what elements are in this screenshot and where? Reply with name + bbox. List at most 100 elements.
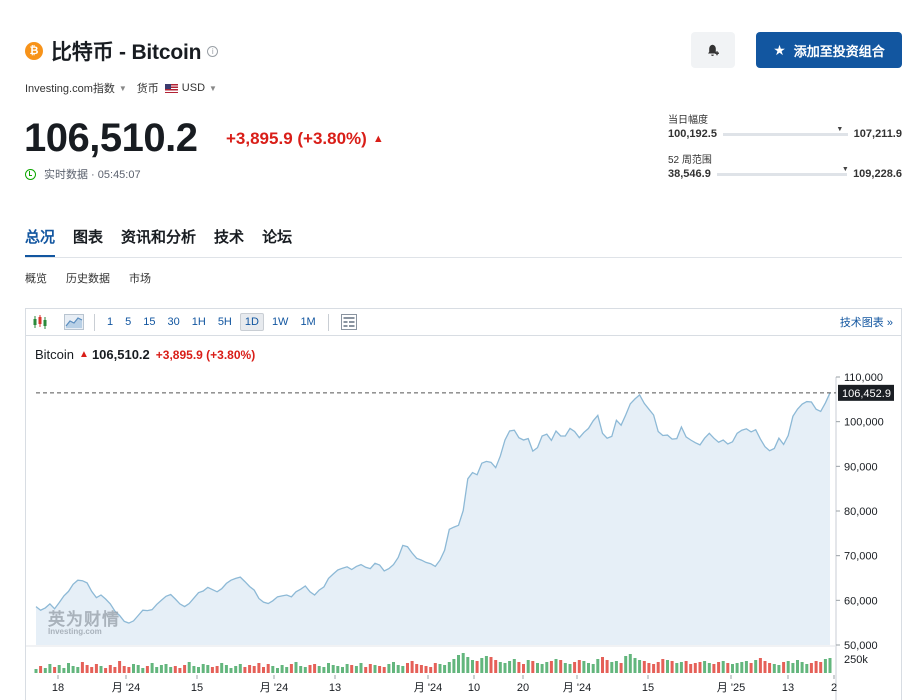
price-line: [35, 392, 831, 624]
tab-overview[interactable]: 总况: [25, 226, 56, 258]
volume-bar: [262, 667, 265, 673]
week52-range-bar: ▼: [716, 166, 849, 176]
interval-1m[interactable]: 1M: [300, 316, 316, 328]
volume-bar: [39, 666, 43, 673]
subtab-overview[interactable]: 概览: [25, 273, 47, 285]
price-alert-button[interactable]: [691, 32, 735, 68]
chevron-down-icon[interactable]: ▼: [118, 83, 127, 93]
volume-bar: [406, 663, 409, 673]
volume-bar: [819, 662, 823, 673]
volume-bar: [359, 663, 363, 673]
subtab-historical-data[interactable]: 历史数据: [66, 273, 110, 285]
volume-bar: [573, 662, 577, 673]
x-tick-label: 2: [831, 682, 837, 694]
week52-range-high: 109,228.6: [853, 168, 902, 180]
volume-bar: [373, 665, 377, 673]
currency-value[interactable]: USD: [181, 82, 206, 94]
y-tick-label: 110,000: [844, 372, 883, 384]
volume-bar: [582, 661, 586, 673]
volume-axis-label: 250k: [844, 654, 868, 666]
volume-bar: [206, 665, 210, 673]
volume-bar: [591, 664, 595, 673]
day-range-high: 107,211.9: [853, 128, 902, 140]
price-change: +3,895.9 (+3.80%) ▲: [226, 129, 384, 149]
volume-bar: [666, 660, 669, 673]
tab-technical[interactable]: 技术: [214, 229, 245, 246]
chevron-down-icon[interactable]: ▼: [209, 83, 217, 93]
volume-bar: [731, 664, 734, 673]
volume-bar: [638, 660, 642, 673]
tab-news-analysis[interactable]: 资讯和分析: [121, 229, 197, 246]
volume-bar: [614, 661, 618, 673]
volume-bar: [471, 660, 474, 673]
subtab-markets[interactable]: 市场: [129, 273, 151, 285]
volume-bar: [684, 661, 688, 673]
volume-bar: [740, 662, 744, 673]
clock-icon: [25, 168, 36, 180]
x-tick-label: 15: [642, 682, 654, 694]
x-tick-label: 15: [191, 682, 203, 694]
volume-bar: [559, 660, 563, 673]
volume-bar: [90, 667, 94, 673]
volume-bar: [619, 663, 623, 673]
interval-15[interactable]: 15: [143, 316, 156, 328]
volume-bar: [220, 663, 224, 673]
volume-bar: [545, 662, 549, 673]
price-chart[interactable]: 106,452.9 110,000 100,000 90,000 80,000 70,00…: [26, 309, 903, 700]
data-table-icon[interactable]: [335, 309, 363, 336]
volume-bar: [484, 656, 488, 673]
price-change-value: +3,895.9 (+3.80%): [226, 129, 367, 148]
volume-bar: [670, 661, 674, 673]
week52-range-label: 52 周范围: [668, 155, 712, 166]
add-to-portfolio-button[interactable]: ★ 添加至投资组合: [756, 32, 902, 68]
volume-bar: [317, 666, 321, 673]
day-range-marker-icon: ▼: [836, 125, 844, 133]
legend-change: +3,895.9 (+3.80%): [155, 347, 256, 362]
volume-bar: [350, 665, 354, 673]
volume-bar: [601, 657, 604, 673]
volume-bar: [480, 658, 484, 673]
interval-1d[interactable]: 1D: [239, 313, 264, 331]
interval-5[interactable]: 5: [125, 316, 132, 328]
volume-bar: [201, 664, 205, 673]
title-row: ₿ 比特币 - Bitcoin i: [25, 36, 219, 66]
tab-forum[interactable]: 论坛: [262, 229, 293, 246]
volume-bar: [438, 664, 442, 673]
volume-bar: [118, 661, 122, 673]
interval-1w[interactable]: 1W: [271, 316, 289, 328]
x-tick-label: 月 '24: [260, 682, 288, 694]
volume-bar: [80, 662, 84, 673]
volume-bar: [173, 666, 177, 673]
volume-bar: [313, 664, 317, 673]
volume-bar: [466, 657, 470, 673]
interval-30[interactable]: 30: [167, 316, 180, 328]
watermark-line1: 英为财情: [48, 610, 120, 629]
volume-bar: [447, 662, 451, 673]
volume-bar: [67, 663, 70, 673]
index-source-label[interactable]: Investing.com指数: [25, 83, 115, 95]
volume-bar: [517, 662, 521, 673]
volume-bar: [791, 663, 795, 673]
volume-bar: [772, 664, 776, 673]
info-icon[interactable]: i: [207, 45, 219, 57]
current-price-tag: [838, 384, 894, 401]
technical-chart-link[interactable]: 技术图表 »: [839, 317, 893, 329]
area-chart-icon[interactable]: [60, 309, 88, 336]
interval-1h[interactable]: 1H: [191, 316, 206, 328]
volume-bar: [512, 659, 516, 673]
interval-5h[interactable]: 5H: [217, 316, 232, 328]
volume-bar: [712, 664, 716, 673]
interval-1[interactable]: 1: [107, 316, 114, 328]
candlestick-icon[interactable]: [26, 309, 54, 336]
volume-bar: [656, 662, 660, 673]
volume-bar: [457, 655, 460, 673]
volume-bar: [396, 665, 400, 673]
volume-bar: [271, 666, 275, 673]
volume-bar: [169, 667, 173, 673]
tab-chart[interactable]: 图表: [73, 229, 104, 246]
us-flag-icon: [164, 83, 178, 93]
realtime-label: 实时数据 · 05:45:07: [44, 169, 141, 181]
volume-bar: [749, 663, 753, 673]
volume-bar: [452, 659, 456, 673]
volume-bar: [800, 662, 804, 673]
